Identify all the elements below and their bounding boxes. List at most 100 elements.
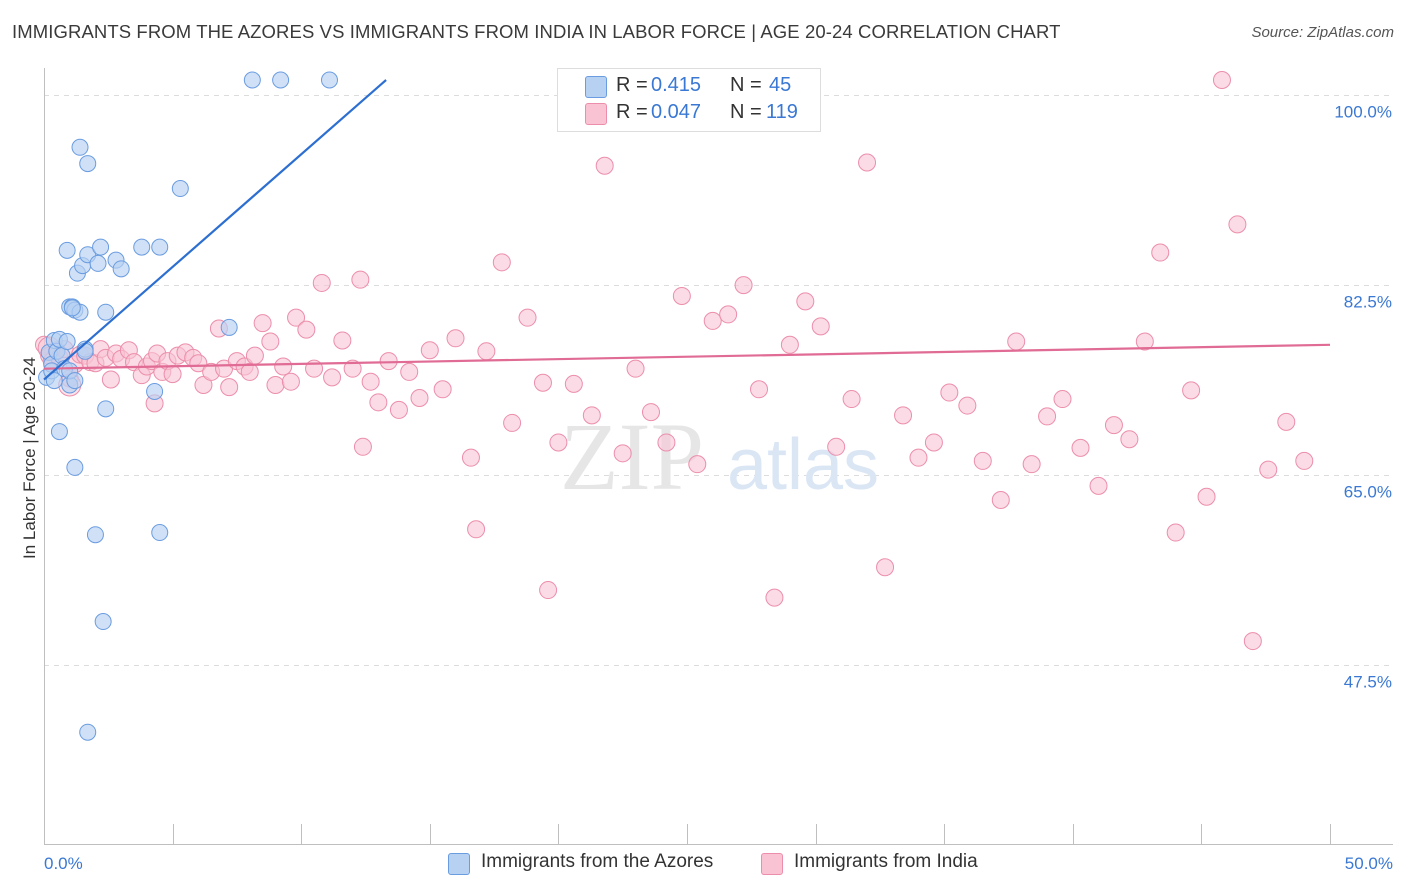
india-point [1022,455,1041,474]
india-point [361,372,380,391]
india-point [420,341,439,360]
india-point [261,332,280,351]
azores-series [38,71,338,741]
x-tick-label: 0.0% [44,854,83,873]
azores-point [92,238,110,256]
india-point [353,437,372,456]
azores-point [58,333,76,351]
india-trend-line [43,343,1331,370]
azores-point [76,342,94,360]
legend-row-india: R = 0.047 N = 119 [558,100,820,126]
india-point [163,365,182,384]
azores-point [79,723,97,741]
azores-point [133,238,151,256]
y-tick-label: 65.0% [1344,483,1392,502]
india-point [811,317,830,336]
india-point [274,357,293,376]
india-point [323,368,342,387]
india-point [446,329,465,348]
india-point [297,320,316,339]
azores-point [151,524,169,542]
india-point [1243,632,1262,651]
india-point [1007,332,1026,351]
azores-point [272,71,290,89]
azores-point [112,260,130,278]
india-point [940,383,959,402]
azores-point [220,318,238,336]
india-point [626,359,645,378]
india-r-value: 0.047 [651,101,702,123]
india-point [220,378,239,397]
azores-point [79,155,97,173]
india-point [688,455,707,474]
india-point [1089,476,1108,495]
india-point [461,448,480,467]
n-label: N = [730,101,762,123]
india-point [657,433,676,452]
watermark: ZIP atlas [560,403,879,510]
india-point [958,396,977,415]
india-point [796,292,815,311]
watermark-atlas: atlas [727,425,879,505]
azores-point [243,71,261,89]
india-point [477,342,496,361]
india-swatch [585,103,607,125]
r-label: R = [616,101,648,123]
azores-point [58,241,76,259]
watermark-zip: ZIP [560,403,704,510]
india-point [1277,412,1296,431]
india-point [389,400,408,419]
azores-point [97,303,115,321]
india-point [595,156,614,175]
india-point [858,153,877,172]
india-point [240,362,259,381]
india-point [827,437,846,456]
india-point [750,380,769,399]
tick-labels: 47.5% 65.0% 82.5% 100.0% 0.0% 50.0% [44,103,1393,874]
azores-r-value: 0.415 [651,74,702,96]
india-point [343,359,362,378]
india-point [369,393,388,412]
india-point [189,354,208,373]
india-point [245,346,264,365]
azores-point [320,71,338,89]
india-point [333,331,352,350]
india-point [876,558,895,577]
azores-point [66,458,84,476]
y-tick-label: 47.5% [1344,673,1392,692]
india-point [351,270,370,289]
n-label: N = [730,74,762,96]
india-point [672,286,691,305]
y-tick-label: 100.0% [1334,103,1392,122]
india-point [467,520,486,539]
india-point [765,588,784,607]
azores-trend-line [43,79,387,381]
azores-point [66,372,84,390]
azores-point [45,372,63,390]
india-n-value: 119 [766,101,798,123]
india-point [312,273,331,292]
axes [44,68,1393,845]
chart-title: IMMIGRANTS FROM THE AZORES VS IMMIGRANTS… [12,21,1061,42]
india-point [281,372,300,391]
gridlines [44,95,1393,666]
india-point [433,380,452,399]
india-point [1182,381,1201,400]
india-point [400,362,419,381]
india-point [533,373,552,392]
india-point [1259,460,1278,479]
azores-point [146,382,164,400]
y-tick-label: 82.5% [1344,293,1392,312]
india-point [492,253,511,272]
r-label: R = [616,74,648,96]
india-legend-swatch [761,853,783,875]
india-point [287,308,306,327]
india-point [894,406,913,425]
india-point [1228,215,1247,234]
azores-point [97,400,115,418]
india-point [101,370,120,389]
india-point [549,433,568,452]
india-point [719,305,738,324]
india-point [1038,407,1057,426]
